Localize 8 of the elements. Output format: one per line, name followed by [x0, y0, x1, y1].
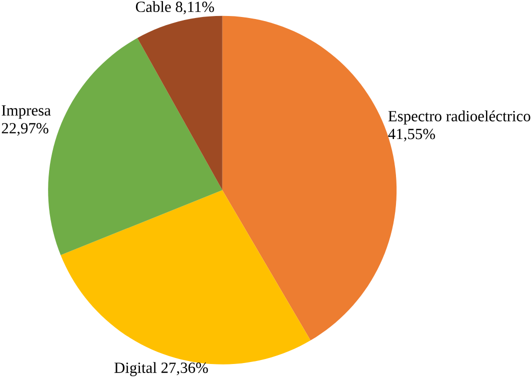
- slice-label: Cable: [136, 1, 171, 12]
- slice-label: Digital: [114, 362, 157, 376]
- data-label: 41,55%: [388, 128, 436, 142]
- data-label: 22,97%: [2, 122, 48, 136]
- data-label: 27,36%: [161, 362, 208, 376]
- data-label: 8,11%: [176, 1, 214, 14]
- slice-label: Impresa: [2, 105, 51, 119]
- slice-label: Espectro radioeléctrico: [388, 110, 530, 124]
